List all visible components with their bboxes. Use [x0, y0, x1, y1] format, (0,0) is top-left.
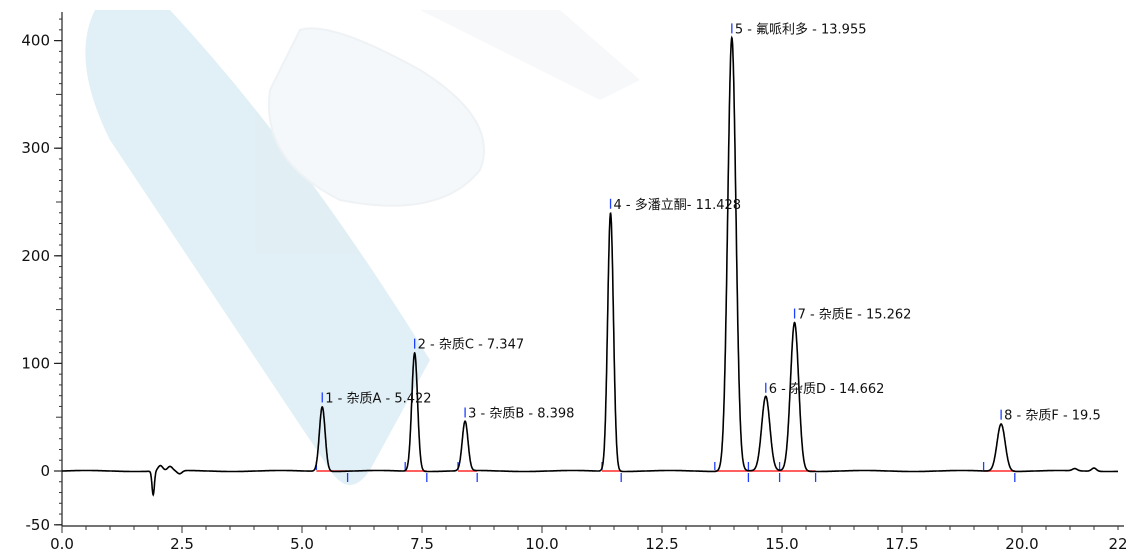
peak-label: 5 - 氟哌利多 - 13.955	[735, 21, 867, 37]
peak-label: 2 - 杂质C - 7.347	[418, 338, 524, 353]
peak-label: 4 - 多潘立酮- 11.428	[614, 197, 742, 213]
peak-label: 6 - 杂质D - 14.662	[769, 382, 885, 397]
y-tick-label: 200	[21, 247, 50, 265]
x-tick-label: 0.0	[50, 535, 74, 553]
axes: -50 0 100 200 300 400 0.0 2.5 5.0 7.5 10.0 12.5 15.0…	[21, 12, 1126, 553]
x-tick-label: 7.5	[410, 535, 434, 553]
x-tick-label: 22	[1108, 535, 1126, 553]
y-tick-label: -50	[26, 516, 51, 534]
peak-label: 8 - 杂质F - 19.5	[1004, 409, 1101, 424]
x-tick-label: 10.0	[525, 535, 558, 553]
y-tick-label: 300	[21, 139, 50, 157]
peak-label: 1 - 杂质A - 5.422	[325, 391, 431, 406]
peak-labels: 1 - 杂质A - 5.422 2 - 杂质C - 7.347 3 - 杂质B - …	[321, 21, 1101, 424]
peak-label: 3 - 杂质B - 8.398	[468, 407, 574, 422]
y-tick-label: 400	[21, 32, 50, 50]
x-tick-label: 17.5	[885, 535, 918, 553]
x-tick-label: 20.0	[1005, 535, 1038, 553]
y-tick-label: 0	[40, 462, 50, 480]
x-tick-label: 2.5	[170, 535, 194, 553]
x-tick-label: 12.5	[645, 535, 678, 553]
chromatogram-trace	[62, 35, 1118, 497]
y-tick-label: 100	[21, 354, 50, 372]
x-tick-label: 15.0	[765, 535, 798, 553]
x-tick-label: 5.0	[290, 535, 314, 553]
peak-label: 7 - 杂质E - 15.262	[798, 308, 912, 323]
watermark	[85, 10, 640, 485]
